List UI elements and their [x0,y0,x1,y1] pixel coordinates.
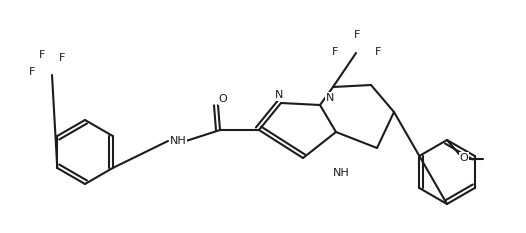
Text: F: F [59,53,65,63]
Text: F: F [332,47,338,57]
Text: F: F [354,30,360,40]
Text: NH: NH [332,168,349,178]
Text: F: F [39,50,45,60]
Text: O: O [460,153,468,163]
Text: N: N [275,90,283,100]
Text: NH: NH [169,136,186,146]
Text: F: F [375,47,381,57]
Text: O: O [219,94,227,104]
Text: F: F [29,67,35,77]
Text: N: N [326,93,334,103]
